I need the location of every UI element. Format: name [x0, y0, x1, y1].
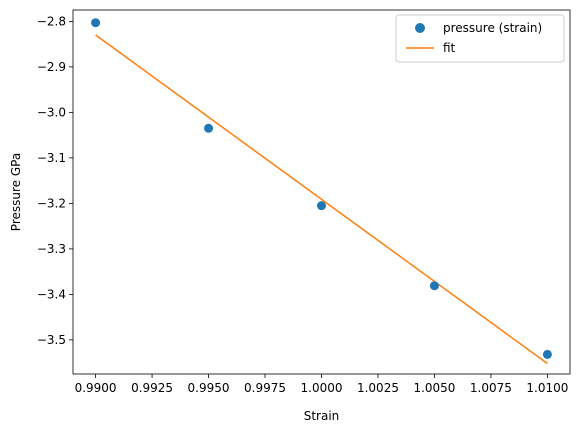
- fit-line-layer: [95, 34, 548, 365]
- fit-line: [95, 34, 548, 365]
- plot-area: [73, 10, 570, 374]
- data-point: [317, 201, 326, 211]
- y-tick-label: −3.1: [37, 151, 66, 165]
- y-axis: −2.8 −2.9 −3.0 −3.1 −3.2 −3.3 −3.4 −3.5: [37, 14, 73, 347]
- x-tick-label: 0.9900: [75, 381, 117, 395]
- x-tick-label: 1.0050: [413, 381, 455, 395]
- data-point: [542, 349, 552, 359]
- y-tick-label: −2.8: [37, 14, 66, 28]
- x-tick-label: 0.9975: [244, 381, 286, 395]
- y-tick-label: −3.2: [37, 196, 66, 210]
- data-point: [204, 123, 214, 133]
- y-tick-label: −2.9: [37, 60, 66, 74]
- legend-marker-points: [415, 23, 425, 33]
- x-tick-label: 1.0075: [470, 381, 512, 395]
- legend-label-points: pressure (strain): [443, 21, 542, 35]
- x-tick-label: 1.0100: [526, 381, 568, 395]
- x-axis: 0.9900 0.9925 0.9950 0.9975 1.0000 1.0025 1.00…: [75, 374, 568, 395]
- y-tick-label: −3.3: [37, 242, 66, 256]
- y-tick-label: −3.0: [37, 105, 66, 119]
- legend-label-fit: fit: [443, 41, 456, 55]
- data-points-layer: [91, 18, 552, 359]
- legend-box: [395, 14, 565, 63]
- x-tick-label: 0.9950: [188, 381, 230, 395]
- data-point: [429, 281, 439, 291]
- y-axis-label: Pressure GPa: [9, 153, 23, 231]
- y-tick-label: −3.4: [37, 287, 66, 301]
- x-axis-label: Strain: [304, 409, 340, 423]
- data-point: [91, 18, 101, 28]
- y-tick-label: −3.5: [37, 333, 66, 347]
- x-tick-label: 1.0025: [357, 381, 399, 395]
- x-tick-label: 0.9925: [131, 381, 173, 395]
- x-tick-label: 1.0000: [301, 381, 343, 395]
- legend: pressure (strain) fit: [395, 14, 565, 63]
